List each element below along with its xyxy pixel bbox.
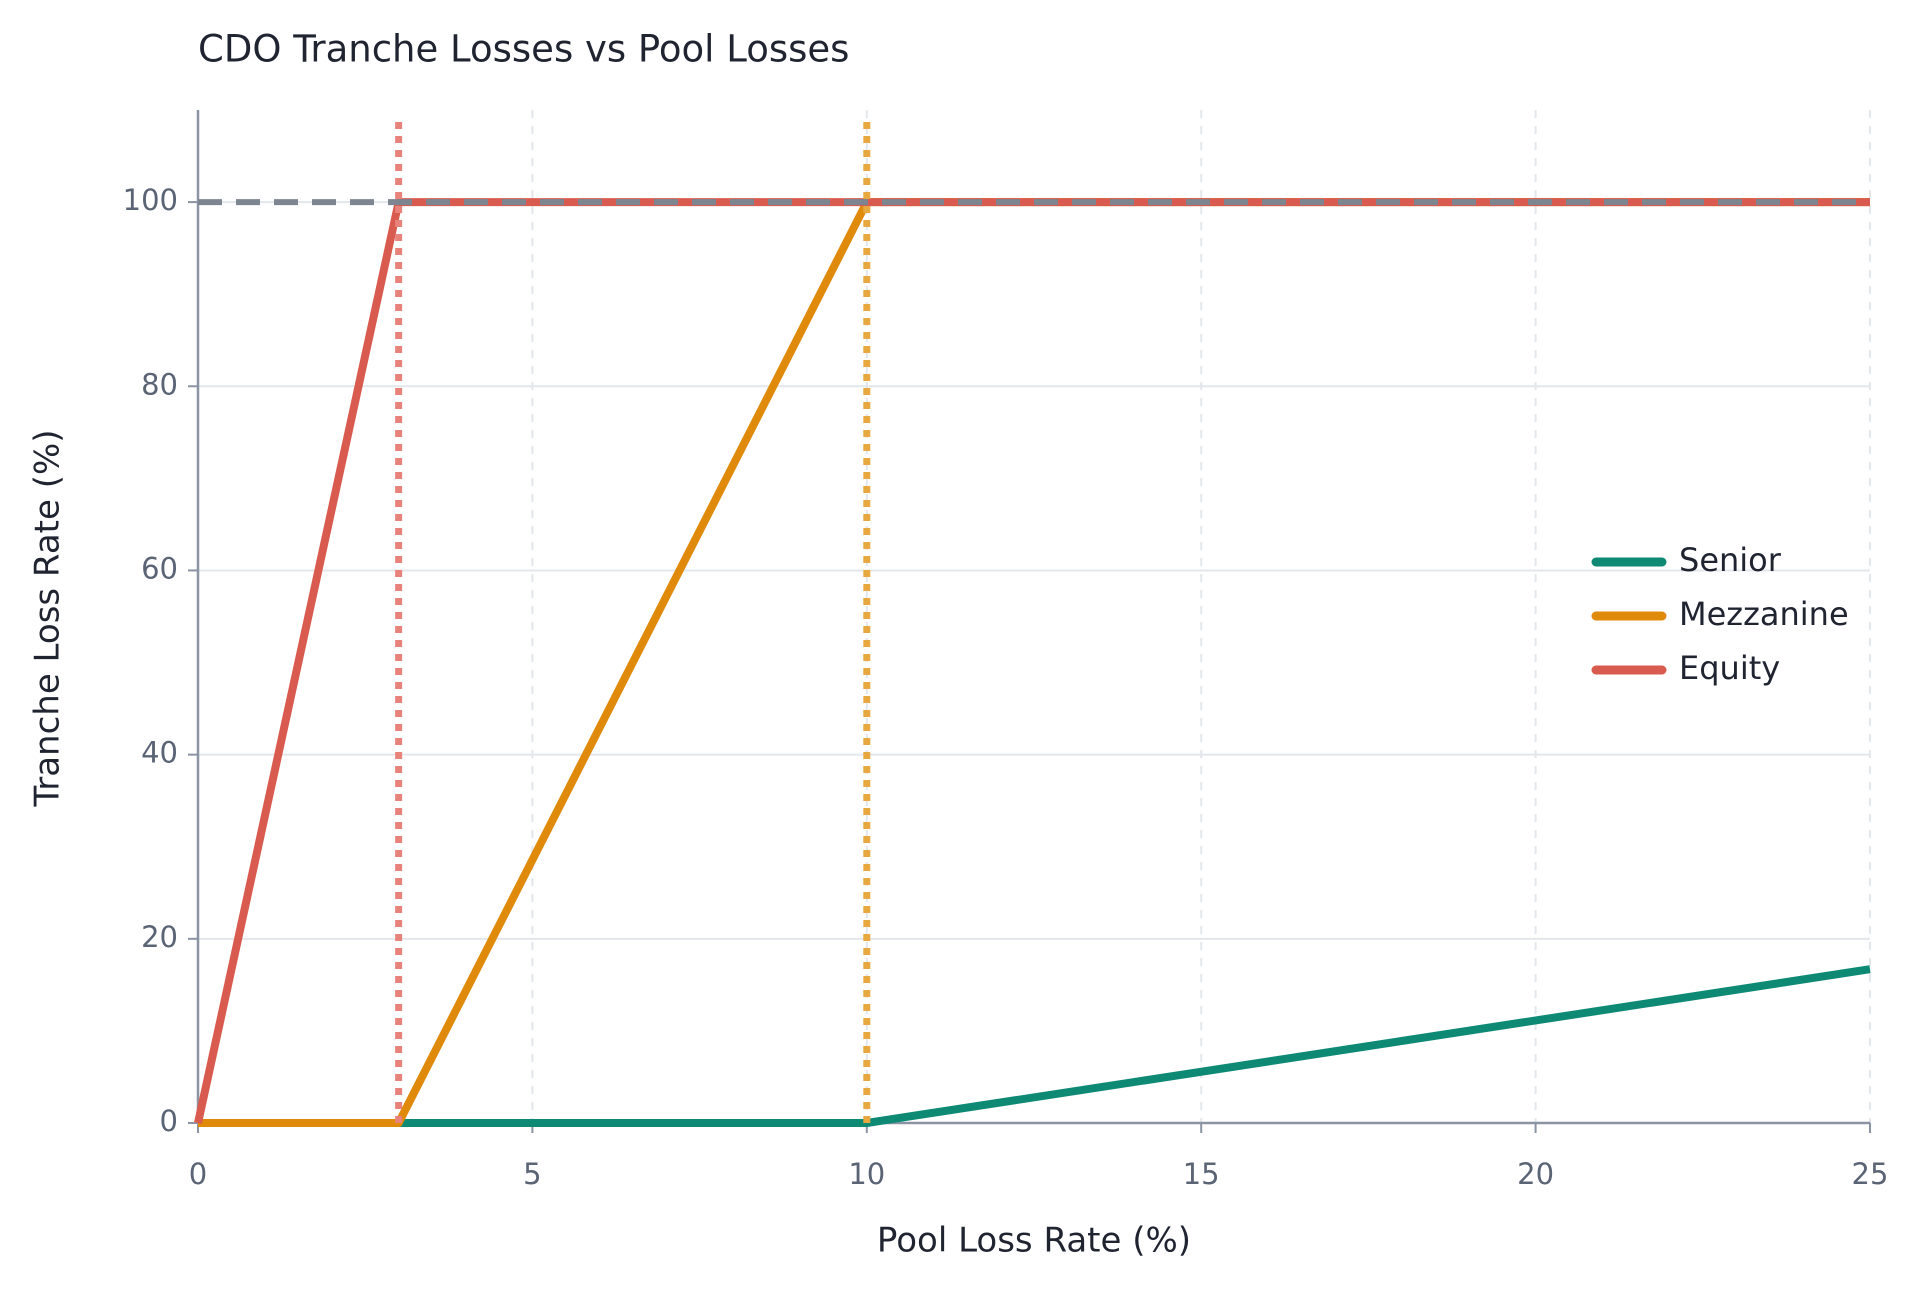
y-tick-label: 40 [141,736,178,770]
chart-title: CDO Tranche Losses vs Pool Losses [198,28,849,71]
x-tick-label: 0 [189,1157,207,1191]
y-tick-label: 0 [160,1104,178,1138]
x-tick-label: 15 [1183,1157,1220,1191]
x-tick-label: 20 [1517,1157,1554,1191]
legend-label: Mezzanine [1679,595,1849,633]
y-tick-label: 60 [141,551,178,585]
y-tick-label: 20 [141,920,178,954]
x-axis-label: Pool Loss Rate (%) [877,1221,1191,1261]
x-tick-label: 10 [848,1157,885,1191]
series-line [198,965,1871,1127]
series-line [198,198,1870,1127]
legend-label: Senior [1679,541,1782,579]
legend-label: Equity [1679,649,1780,687]
y-tick-label: 80 [141,367,178,401]
x-tick-label: 5 [523,1157,541,1191]
y-axis-label: Tranche Loss Rate (%) [28,429,68,807]
x-tick-label: 25 [1852,1157,1889,1191]
y-tick-label: 100 [123,183,178,217]
series-line [194,198,1870,1124]
